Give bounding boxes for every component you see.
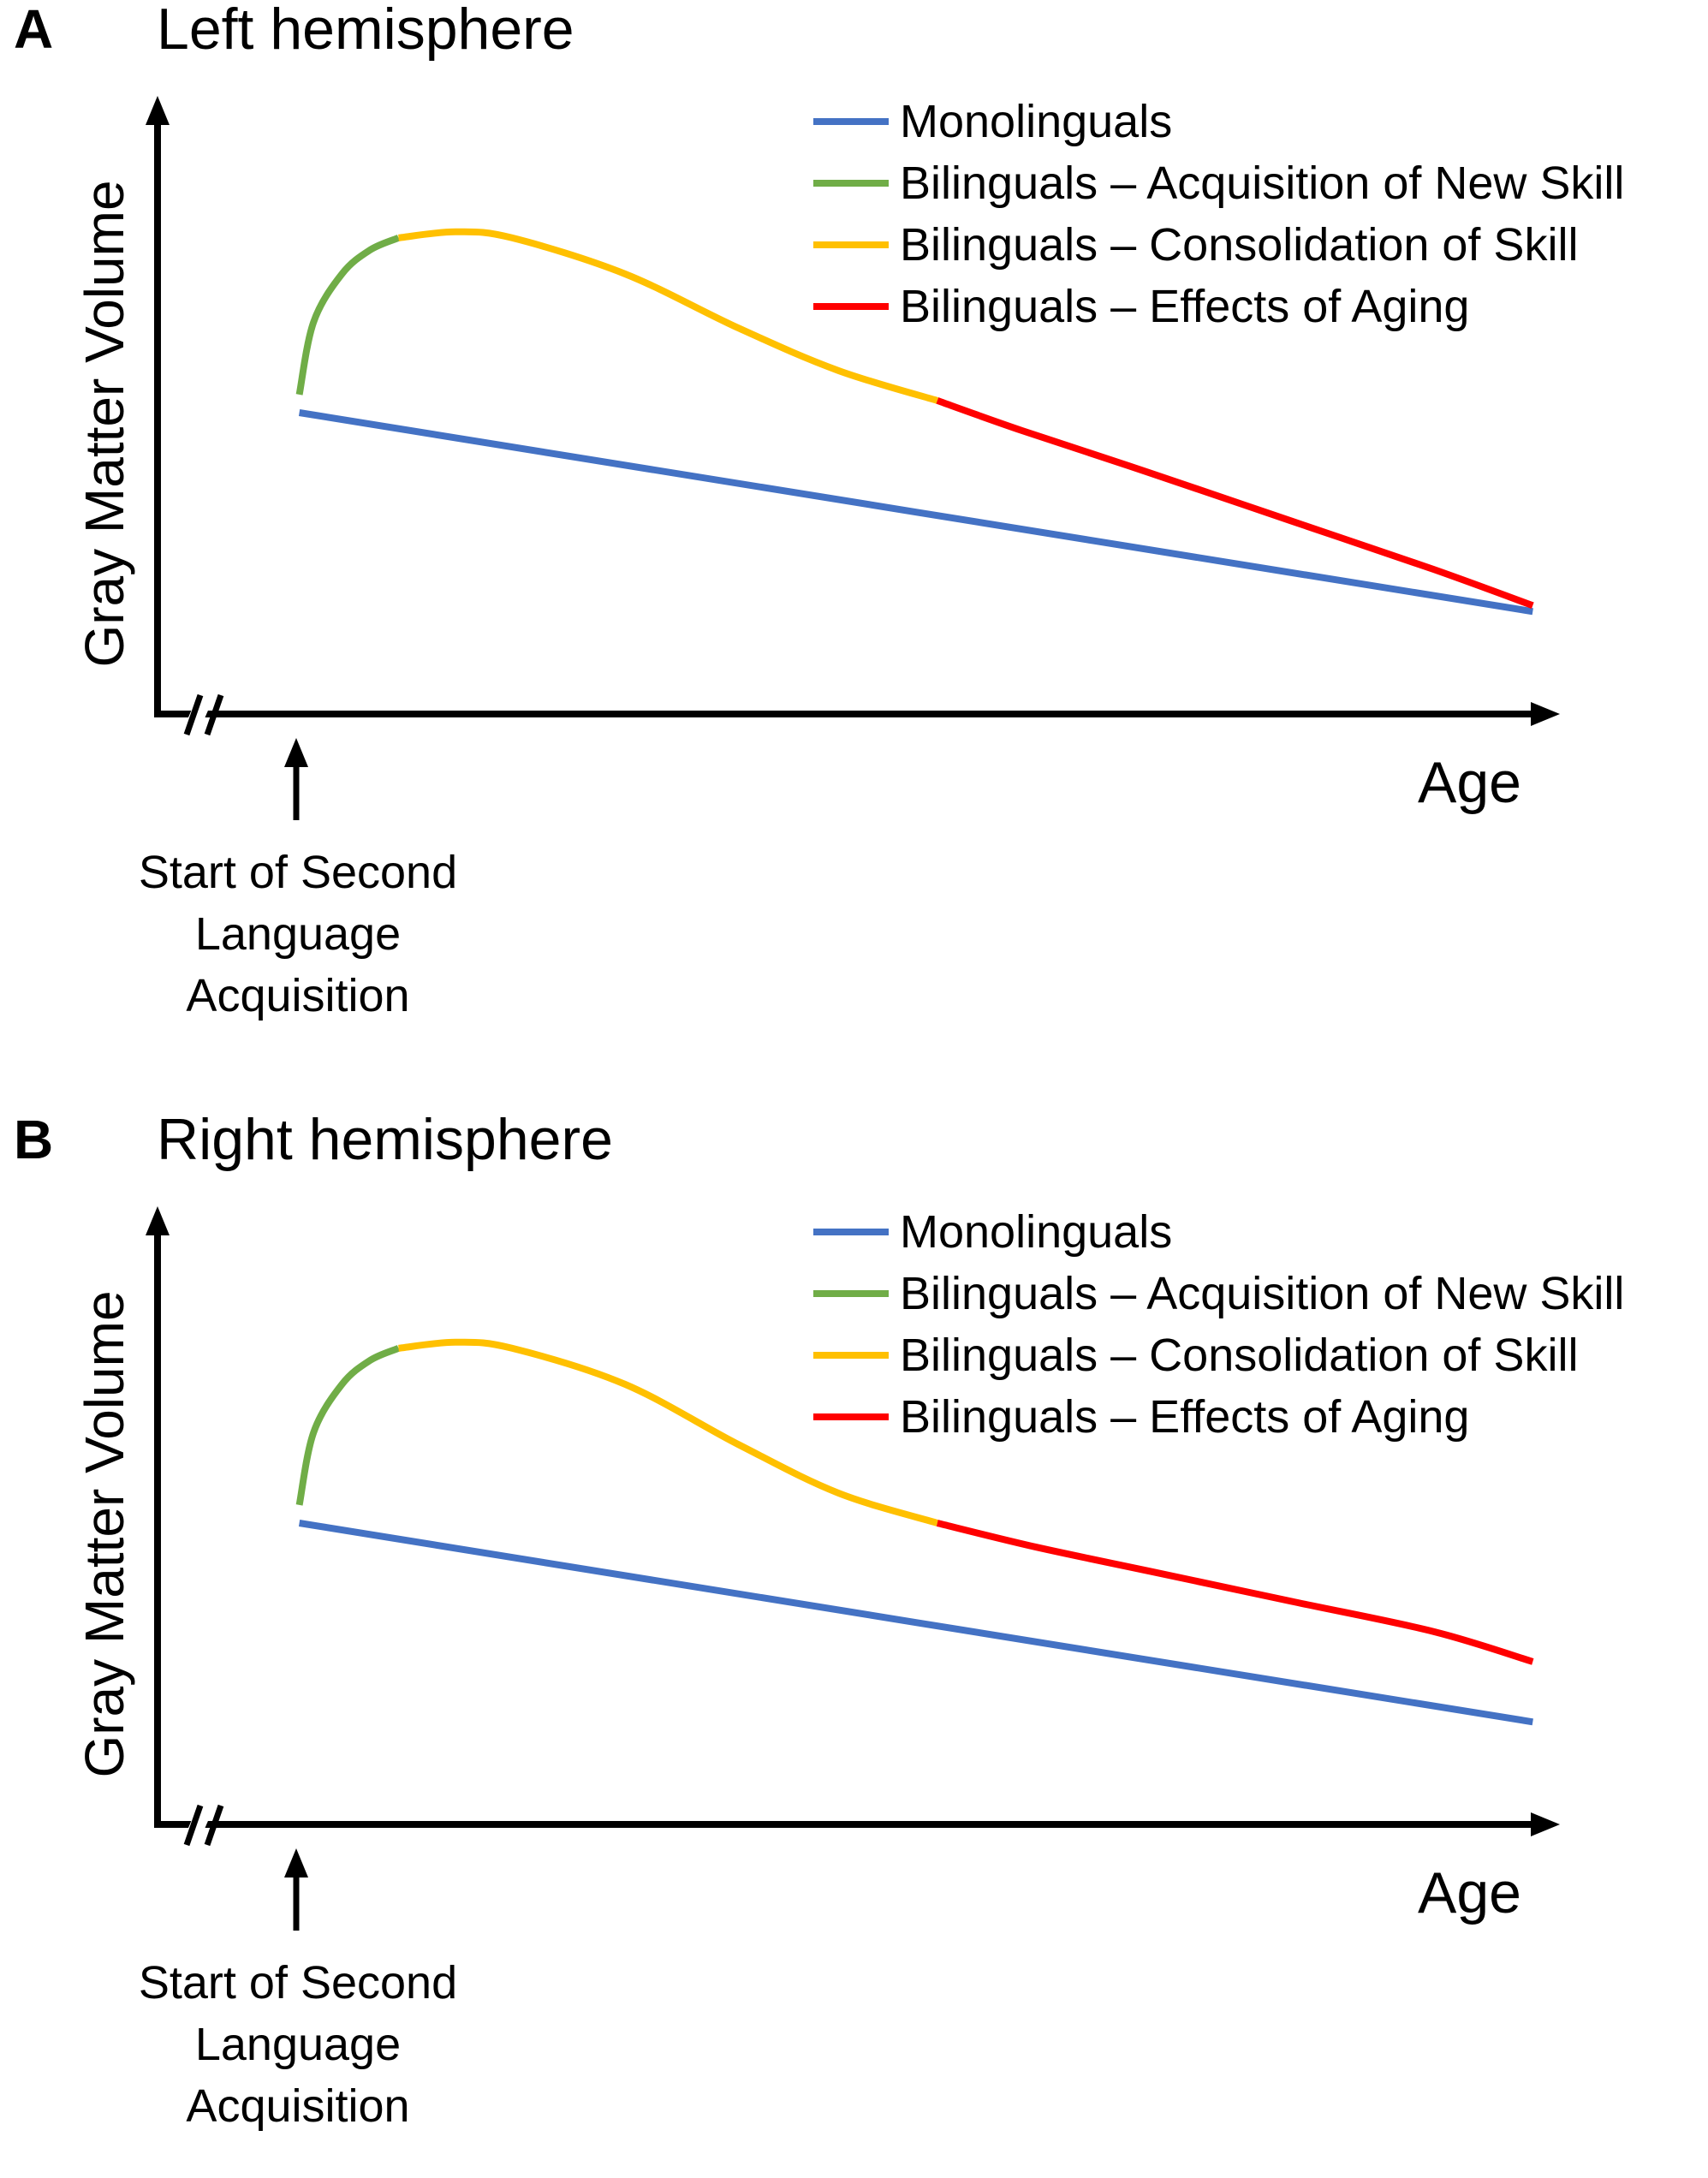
panel-title: Left hemisphere: [157, 0, 574, 62]
axes: [146, 1206, 1560, 1931]
series-line-monolinguals: [298, 409, 1533, 616]
x-axis-arrowhead: [1531, 1812, 1560, 1836]
start-annotation-line: Acquisition: [186, 2080, 410, 2132]
start-annotation: Start of Second Language Acquisition: [110, 1952, 486, 2137]
chart-plot-area: [146, 96, 1560, 820]
series-line-acquisition: [295, 235, 401, 396]
start-arrow-head: [284, 1848, 308, 1877]
legend-label: Monolinguals: [900, 96, 1173, 147]
series-line-monolinguals: [298, 1520, 1533, 1726]
panel-title: Right hemisphere: [157, 1107, 613, 1172]
legend-label: Bilinguals – Acquisition of New Skill: [900, 1268, 1625, 1319]
legend-swatch: [813, 303, 889, 310]
series-line-acquisition: [295, 1345, 401, 1506]
y-axis-label: Gray Matter Volume: [74, 1290, 135, 1778]
x-axis-arrowhead: [1531, 702, 1560, 726]
start-annotation-line: Language: [194, 908, 402, 960]
legend-swatch: [813, 180, 889, 187]
start-annotation-line: Acquisition: [186, 970, 410, 1021]
legend-label: Bilinguals – Effects of Aging: [900, 1391, 1470, 1443]
legend-label: Bilinguals – Consolidation of Skill: [900, 1330, 1579, 1381]
legend-label: Monolinguals: [900, 1206, 1173, 1258]
panel-letter: A: [14, 0, 54, 60]
start-arrow-head: [284, 738, 308, 767]
series-line-consolidation: [398, 228, 938, 404]
series-line-consolidation: [398, 1338, 938, 1526]
y-axis-label-wrap: Gray Matter Volume: [70, 137, 139, 711]
y-axis-label-wrap: Gray Matter Volume: [70, 1247, 139, 1821]
legend-swatch: [813, 1229, 889, 1235]
series-layer: [295, 1338, 1534, 1726]
axis-break-mark: [182, 1804, 224, 1847]
start-annotation-line: Language: [194, 2019, 402, 2070]
legend-swatch: [813, 1352, 889, 1359]
legend-swatch: [813, 118, 889, 125]
series-line-aging: [936, 397, 1534, 610]
y-axis-arrowhead: [146, 1206, 170, 1235]
start-annotation-line: Start of Second: [138, 847, 458, 898]
start-annotation-line: Start of Second: [138, 1957, 458, 2008]
x-axis-label: Age: [1418, 750, 1521, 815]
panel-right-hemisphere: B Right hemisphere Gray Matter Volume Ag…: [0, 1110, 1708, 2178]
y-axis-arrowhead: [146, 96, 170, 125]
legend-swatch: [813, 1413, 889, 1420]
series-layer: [295, 228, 1534, 616]
chart-plot-area: [146, 1206, 1560, 1931]
panel-letter: B: [14, 1109, 54, 1170]
legend-label: Bilinguals – Effects of Aging: [900, 281, 1470, 332]
axis-break-mark: [182, 693, 224, 736]
axes: [146, 96, 1560, 820]
series-line-aging: [936, 1520, 1534, 1665]
legend-swatch: [813, 241, 889, 248]
legend-swatch: [813, 1290, 889, 1297]
panel-left-hemisphere: A Left hemisphere Gray Matter Volume Age…: [0, 0, 1708, 1068]
x-axis-label: Age: [1418, 1860, 1521, 1925]
legend-label: Bilinguals – Consolidation of Skill: [900, 219, 1579, 271]
legend-label: Bilinguals – Acquisition of New Skill: [900, 158, 1625, 209]
y-axis-label: Gray Matter Volume: [74, 180, 135, 668]
start-annotation: Start of Second Language Acquisition: [110, 842, 486, 1027]
